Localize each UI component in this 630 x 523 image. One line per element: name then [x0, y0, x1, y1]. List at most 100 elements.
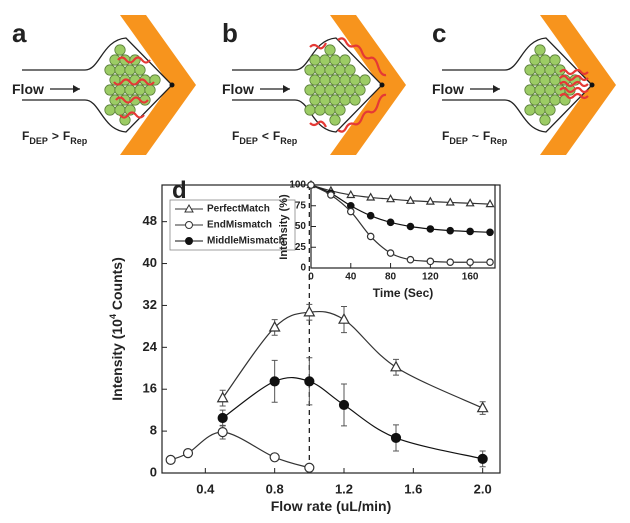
x-tick-label: 2.0: [474, 481, 492, 496]
force-relation: FDEP<FRep: [232, 129, 298, 146]
legend-marker: [186, 222, 193, 229]
bead: [530, 55, 540, 65]
marker: [367, 233, 373, 239]
y-tick-label: 0: [150, 464, 157, 479]
bead: [350, 75, 360, 85]
marker: [218, 428, 227, 437]
y-tick-label: 16: [143, 381, 157, 396]
bead: [315, 65, 325, 75]
bead: [105, 65, 115, 75]
y-tick-label: 100: [289, 180, 306, 191]
panel-label: b: [222, 18, 238, 48]
bead: [125, 65, 135, 75]
flow-label: Flow: [222, 81, 254, 97]
bead: [110, 95, 120, 105]
marker: [340, 400, 349, 409]
series-line: [223, 312, 483, 409]
x-tick-label: 0: [308, 272, 314, 283]
force-relation: FDEP~FRep: [442, 129, 508, 146]
bead: [535, 105, 545, 115]
bead: [310, 55, 320, 65]
marker: [487, 259, 493, 265]
bead: [325, 65, 335, 75]
marker: [339, 314, 349, 323]
panel-label: c: [432, 18, 446, 48]
x-tick-label: 1.2: [335, 481, 353, 496]
legend-marker: [186, 238, 193, 245]
x-tick-label: 0.4: [196, 481, 215, 496]
x-tick-label: 160: [462, 272, 479, 283]
tip-dot: [590, 83, 595, 88]
bead: [330, 95, 340, 105]
bead: [550, 95, 560, 105]
y-tick-label: 24: [143, 339, 158, 354]
marker: [305, 463, 314, 472]
bead: [540, 115, 550, 125]
y-axis-label-part: Intensity (10: [109, 319, 125, 401]
schematic-panel: b Flow FDEP<FRep: [222, 15, 406, 155]
x-axis-label: Flow rate (uL/min): [271, 498, 392, 514]
marker: [487, 229, 493, 235]
marker: [407, 223, 413, 229]
relation-part: F: [442, 129, 449, 143]
relation-part: DEP: [29, 136, 48, 146]
relation-part: >: [52, 129, 59, 143]
marker: [387, 250, 393, 256]
bead: [320, 75, 330, 85]
y-tick-label: 32: [143, 297, 157, 312]
relation-part: F: [22, 129, 29, 143]
marker: [166, 455, 175, 464]
panel-label: a: [12, 18, 27, 48]
y-tick-label: 40: [143, 255, 157, 270]
x-tick-label: 40: [345, 272, 357, 283]
bead: [325, 45, 335, 55]
marker: [427, 258, 433, 264]
bead: [525, 65, 535, 75]
inset-x-label: Time (Sec): [373, 286, 433, 300]
bead: [310, 95, 320, 105]
y-tick-label: 8: [150, 423, 157, 438]
bead: [335, 65, 345, 75]
bead: [530, 75, 540, 85]
bead: [310, 75, 320, 85]
x-tick-label: 0.8: [266, 481, 284, 496]
marker: [392, 433, 401, 442]
inset-y-label: Intensity (%): [278, 194, 290, 260]
y-axis-label: Intensity (104 Counts): [108, 257, 125, 400]
bead: [340, 55, 350, 65]
relation-part: ~: [472, 129, 479, 143]
y-tick-label: 0: [300, 263, 306, 274]
bead: [145, 85, 155, 95]
legend-symbol: [186, 222, 193, 229]
marker: [447, 227, 453, 233]
bead: [315, 105, 325, 115]
bead: [315, 85, 325, 95]
bead: [340, 75, 350, 85]
bead: [345, 65, 355, 75]
marker: [270, 322, 280, 331]
bead: [540, 55, 550, 65]
bead: [305, 85, 315, 95]
relation-part: Rep: [70, 136, 88, 146]
bead: [540, 95, 550, 105]
bead: [125, 85, 135, 95]
bead: [330, 55, 340, 65]
bead: [545, 85, 555, 95]
relation-part: Rep: [280, 136, 298, 146]
flow-label: Flow: [12, 81, 44, 97]
marker: [467, 259, 473, 265]
force-relation: FDEP>FRep: [22, 129, 88, 146]
bead: [550, 55, 560, 65]
marker: [367, 213, 373, 219]
marker: [467, 228, 473, 234]
tip-dot: [380, 83, 385, 88]
marker: [391, 362, 401, 371]
marker: [270, 453, 279, 462]
bead: [335, 105, 345, 115]
relation-part: F: [63, 129, 70, 143]
bead: [545, 105, 555, 115]
marker: [478, 403, 488, 412]
bead: [115, 65, 125, 75]
bead: [115, 85, 125, 95]
marker: [305, 377, 314, 386]
